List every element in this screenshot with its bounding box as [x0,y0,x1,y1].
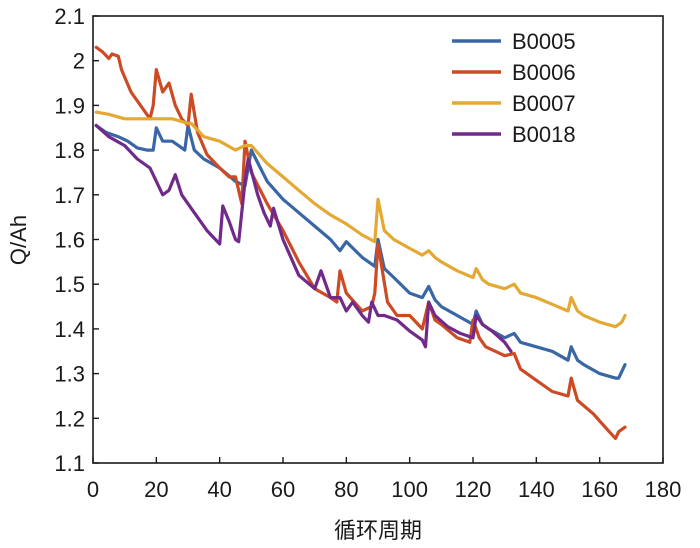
x-tick-label: 160 [581,477,618,502]
series-lines [94,45,627,440]
y-tick-label: 1.2 [54,406,85,431]
x-tick-label: 40 [207,477,231,502]
legend-label-b0006: B0006 [512,60,576,85]
y-tick-label: 1.5 [54,272,85,297]
y-tick-label: 1.4 [54,317,85,342]
y-tick-label: 1.8 [54,138,85,163]
x-tick-label: 140 [518,477,555,502]
x-tick-label: 20 [144,477,168,502]
y-tick-label: 1.7 [54,183,85,208]
x-tick-label: 120 [455,477,492,502]
x-tick-label: 100 [391,477,428,502]
x-tick-label: 80 [334,477,358,502]
legend-label-b0018: B0018 [512,122,576,147]
x-tick-label: 60 [271,477,295,502]
series-line-b0005 [94,123,627,380]
x-axis-ticks: 0 20 40 60 80 100 120 140 160 180 [87,457,681,502]
x-tick-label: 180 [645,477,682,502]
y-axis-ticks: 1.1 1.2 1.3 1.4 1.5 1.6 1.7 1.8 1.9 2 2.1 [54,4,99,476]
series-line-b0007 [94,110,627,329]
legend-label-b0005: B0005 [512,29,576,54]
x-axis-title: 循环周期 [334,518,422,543]
y-tick-label: 2.1 [54,4,85,29]
x-tick-label: 0 [87,477,99,502]
series-line-b0018 [94,123,513,353]
series-line-b0006 [94,45,627,440]
legend-label-b0007: B0007 [512,91,576,116]
legend: B0005 B0006 B0007 B0018 [452,29,576,147]
y-tick-label: 1.9 [54,93,85,118]
y-tick-label: 1.6 [54,228,85,253]
y-tick-label: 1.3 [54,362,85,387]
y-axis-title: Q/Ah [6,215,31,265]
y-tick-label: 1.1 [54,451,85,476]
y-tick-label: 2 [73,49,85,74]
